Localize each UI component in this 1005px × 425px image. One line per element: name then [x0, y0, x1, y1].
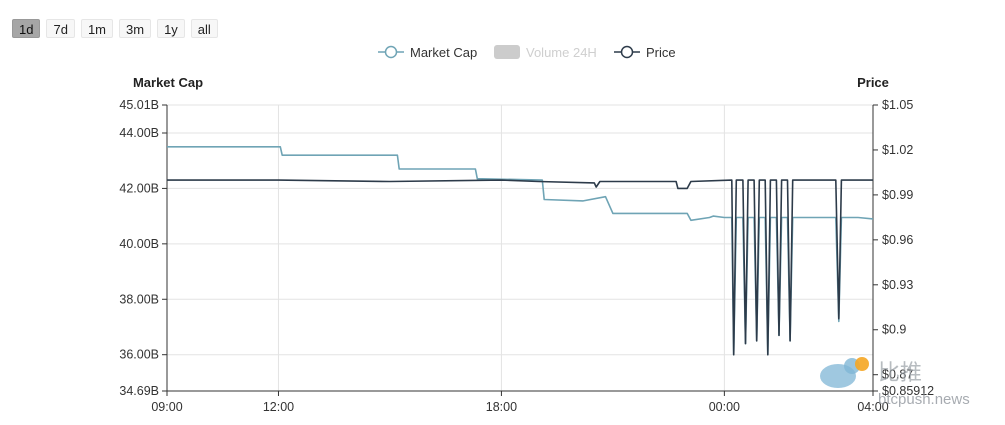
- range-button-1m[interactable]: 1m: [80, 19, 113, 38]
- right-tick-label: $1.02: [882, 143, 913, 157]
- watermark-text: 比推: [878, 360, 922, 385]
- left-tick-label: 34.69B: [119, 384, 159, 398]
- left-tick-label: 40.00B: [119, 237, 159, 251]
- range-button-1d[interactable]: 1d: [12, 19, 41, 38]
- x-tick-label: 04:00: [857, 400, 888, 414]
- right-tick-label: $0.85912: [882, 384, 934, 398]
- right-tick-label: $0.96: [882, 233, 913, 247]
- left-tick-label: 44.00B: [119, 126, 159, 140]
- range-button-1y[interactable]: 1y: [157, 19, 185, 38]
- range-button-3m[interactable]: 3m: [119, 19, 152, 38]
- watermark-logo: [820, 357, 869, 388]
- right-tick-label: $0.93: [882, 278, 913, 292]
- watermark-bitcoin-icon: [855, 357, 869, 371]
- right-axis-title: Price: [857, 75, 889, 90]
- left-tick-label: 42.00B: [119, 181, 159, 195]
- x-tick-label: 00:00: [709, 400, 740, 414]
- legend-swatch-volume: [494, 45, 520, 59]
- left-tick-label: 36.00B: [119, 348, 159, 362]
- legend-marker: [384, 45, 398, 59]
- right-tick-label: $0.99: [882, 188, 913, 202]
- right-tick-label: $1.05: [882, 98, 913, 112]
- left-tick-label: 38.00B: [119, 292, 159, 306]
- x-tick-label: 09:00: [151, 400, 182, 414]
- right-tick-label: $0.87: [882, 368, 913, 382]
- x-tick-label: 12:00: [263, 400, 294, 414]
- x-tick-label: 18:00: [486, 400, 517, 414]
- watermark-url: btcpush.news: [878, 391, 970, 408]
- legend-label-0: Market Cap: [410, 45, 477, 60]
- range-button-7d[interactable]: 7d: [46, 19, 75, 38]
- legend-label-1: Volume 24H: [526, 45, 597, 60]
- range-selector: 1d 7d 1m 3m 1y all: [12, 19, 218, 38]
- left-tick-label: 45.01B: [119, 98, 159, 112]
- range-button-all[interactable]: all: [190, 19, 218, 38]
- left-axis-title: Market Cap: [133, 75, 203, 90]
- right-tick-label: $0.9: [882, 323, 906, 337]
- series-line-price: [167, 179, 873, 356]
- legend-marker: [620, 45, 634, 59]
- legend-label-2: Price: [646, 45, 676, 60]
